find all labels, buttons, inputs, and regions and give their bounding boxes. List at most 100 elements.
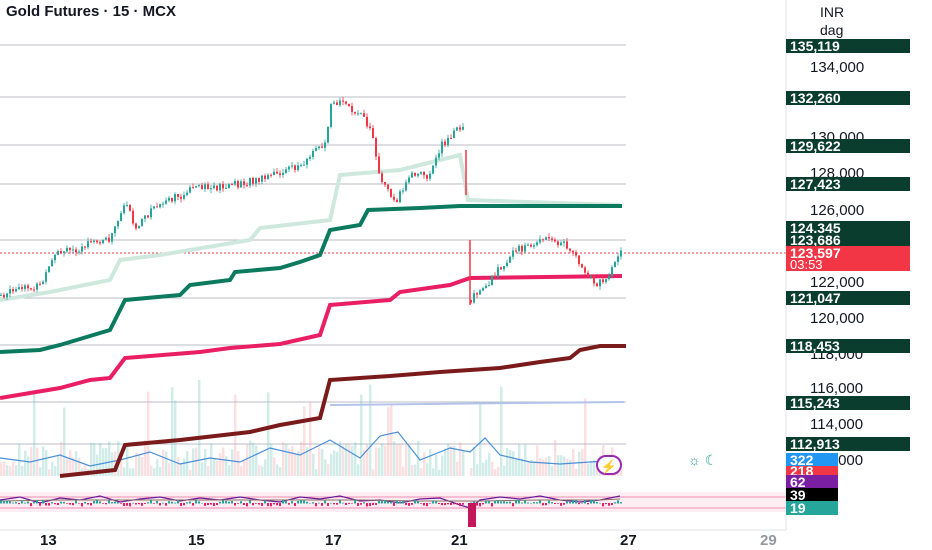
- pink-trend-line: [0, 274, 623, 400]
- candle-body: [530, 244, 532, 247]
- candle-body: [393, 196, 395, 200]
- histogram-bar: [515, 500, 517, 504]
- candle-body: [255, 177, 257, 184]
- volume-bar: [177, 457, 180, 476]
- candle-body: [165, 200, 167, 204]
- candle-body: [390, 189, 392, 197]
- histogram-bar: [153, 503, 155, 504]
- candle-body: [0, 294, 2, 296]
- histogram-bar: [228, 501, 230, 504]
- histogram-bar: [357, 503, 359, 506]
- histogram-bar: [216, 503, 218, 506]
- histogram-bar: [6, 501, 8, 504]
- candle-body: [246, 185, 248, 187]
- candle-body: [351, 105, 353, 112]
- volume-bar: [524, 443, 527, 476]
- volume-bar: [210, 443, 213, 476]
- volume-bar: [503, 465, 506, 476]
- candle-body: [162, 203, 164, 205]
- volume-bar: [279, 467, 282, 476]
- histogram-bar: [617, 500, 619, 504]
- volume-bar: [174, 400, 177, 476]
- candle-body: [270, 174, 272, 176]
- candle-body: [551, 238, 553, 240]
- volume-bar: [72, 457, 75, 476]
- candle-body: [441, 141, 443, 154]
- candle-body: [153, 206, 155, 209]
- histogram-bar: [63, 501, 65, 504]
- volume-bar: [494, 469, 497, 476]
- candle-body: [126, 205, 128, 207]
- volume-bar: [509, 449, 512, 476]
- currency-unit[interactable]: INR dag: [820, 3, 844, 39]
- volume-bar: [384, 445, 387, 476]
- volume-bar: [228, 465, 231, 476]
- histogram-bar: [303, 500, 305, 504]
- sun-icon[interactable]: ☼: [688, 452, 701, 468]
- histogram-bar: [333, 503, 335, 505]
- volume-bar: [420, 468, 423, 476]
- histogram-bar: [150, 500, 152, 504]
- y-tick: 134,000: [810, 59, 865, 76]
- candle-body: [488, 285, 490, 287]
- volume-bar: [105, 448, 108, 476]
- candle-body: [273, 171, 275, 176]
- candle-body: [264, 175, 266, 179]
- candle-body: [584, 267, 586, 273]
- candle-body: [114, 226, 116, 234]
- candle-body: [63, 251, 65, 254]
- candle-body: [381, 173, 383, 182]
- volume-bar: [500, 386, 503, 476]
- histogram-bar: [93, 500, 95, 504]
- candle-body: [168, 197, 170, 201]
- histogram-bar: [497, 500, 499, 504]
- histogram-bar: [306, 501, 308, 504]
- histogram-bar: [429, 503, 431, 504]
- histogram-bar: [285, 500, 287, 504]
- countdown-label: 03:53: [786, 258, 910, 271]
- histogram-bar: [15, 502, 17, 504]
- candle-body: [183, 195, 185, 199]
- theme-toggle[interactable]: ☼ ☾: [688, 452, 717, 469]
- histogram-bar: [174, 502, 176, 504]
- histogram-bar: [551, 502, 553, 504]
- histogram-bar: [509, 501, 511, 504]
- candle-body: [470, 300, 472, 303]
- histogram-bar: [560, 503, 562, 506]
- teal-trend-line: [0, 204, 622, 354]
- y-tick: 126,000: [810, 202, 865, 219]
- lightning-icon[interactable]: ⚡: [596, 455, 622, 475]
- volume-bar: [429, 449, 432, 476]
- volume-bar: [45, 450, 48, 476]
- volume-bar: [213, 458, 216, 476]
- currency-sub: dag: [820, 22, 844, 38]
- candle-body: [324, 142, 326, 148]
- candle-body: [423, 171, 425, 176]
- histogram-bar: [408, 503, 410, 506]
- histogram-bar: [539, 500, 541, 504]
- histogram-bar: [84, 501, 86, 504]
- histogram-bar: [297, 501, 299, 504]
- volume-bar: [309, 401, 312, 476]
- moon-icon[interactable]: ☾: [704, 452, 718, 468]
- volume-bar: [444, 448, 447, 476]
- candle-body: [294, 165, 296, 170]
- candle-body: [117, 220, 119, 227]
- histogram-bar: [375, 503, 377, 505]
- histogram-bar: [342, 502, 344, 504]
- volume-bar: [90, 442, 93, 476]
- candle-body: [518, 245, 520, 251]
- volume-bar: [462, 450, 465, 476]
- candle-body: [228, 184, 230, 188]
- volume-bar: [539, 458, 542, 476]
- candle-body: [515, 250, 517, 252]
- histogram-bar: [521, 502, 523, 504]
- volume-bar: [569, 459, 572, 476]
- candle-body: [590, 276, 592, 278]
- volume-bar: [15, 465, 18, 476]
- volume-bar: [572, 448, 575, 476]
- volume-bar: [554, 440, 557, 476]
- histogram-bar: [473, 501, 475, 504]
- volume-bar: [533, 462, 536, 476]
